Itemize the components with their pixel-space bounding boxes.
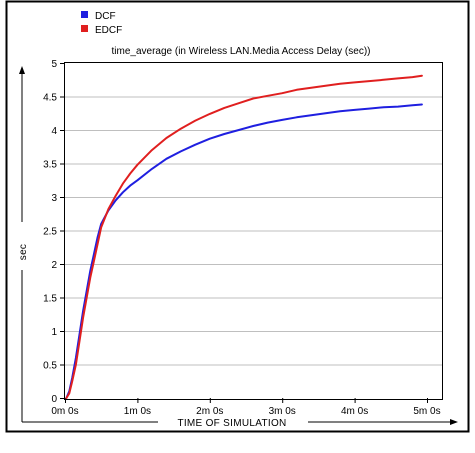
y-tick-marks (60, 63, 65, 399)
legend-label-edcf: EDCF (95, 25, 122, 36)
x-tick-label: 5m 0s (413, 406, 440, 417)
y-tick-label: 4 (51, 126, 57, 137)
y-tick-label: 5 (51, 59, 57, 70)
y-tick-label: 0.5 (43, 361, 57, 372)
chart-title: time_average (in Wireless LAN.Media Acce… (112, 46, 371, 57)
legend-swatch-dcf (81, 11, 88, 18)
series-lines (65, 74, 423, 399)
x-tick-label: 1m 0s (124, 406, 151, 417)
series-line-edcf (65, 74, 423, 399)
y-tick-label: 3 (51, 193, 57, 204)
legend-label-dcf: DCF (95, 11, 116, 22)
y-tick-label: 4.5 (43, 93, 57, 104)
x-tick-label: 0m 0s (51, 406, 78, 417)
legend-swatch-edcf (81, 25, 88, 32)
y-tick-label: 1 (51, 327, 57, 338)
gridlines (65, 96, 442, 366)
y-tick-label: 2.5 (43, 227, 57, 238)
y-axis-arrow-head (19, 66, 25, 74)
x-tick-label: 2m 0s (196, 406, 223, 417)
x-axis-label-group: TIME OF SIMULATION (22, 418, 458, 429)
x-tick-labels: 0m 0s 1m 0s 2m 0s 3m 0s 4m 0s 5m 0s (51, 406, 440, 417)
x-axis-label: TIME OF SIMULATION (177, 418, 286, 429)
y-tick-label: 1.5 (43, 294, 57, 305)
x-tick-label: 4m 0s (341, 406, 368, 417)
x-axis-arrow-head (450, 419, 458, 425)
y-axis-label-group: sec (18, 66, 29, 422)
series-line-dcf (65, 103, 423, 399)
x-tick-label: 3m 0s (269, 406, 296, 417)
y-axis-label: sec (18, 244, 29, 260)
legend: DCF EDCF (81, 11, 122, 36)
x-tick-marks (65, 398, 428, 403)
y-tick-label: 3.5 (43, 160, 57, 171)
y-tick-label: 0 (51, 394, 57, 405)
y-tick-labels: 0 0.5 1 1.5 2 2.5 3 3.5 4 4.5 5 (43, 59, 57, 405)
y-tick-label: 2 (51, 260, 57, 271)
